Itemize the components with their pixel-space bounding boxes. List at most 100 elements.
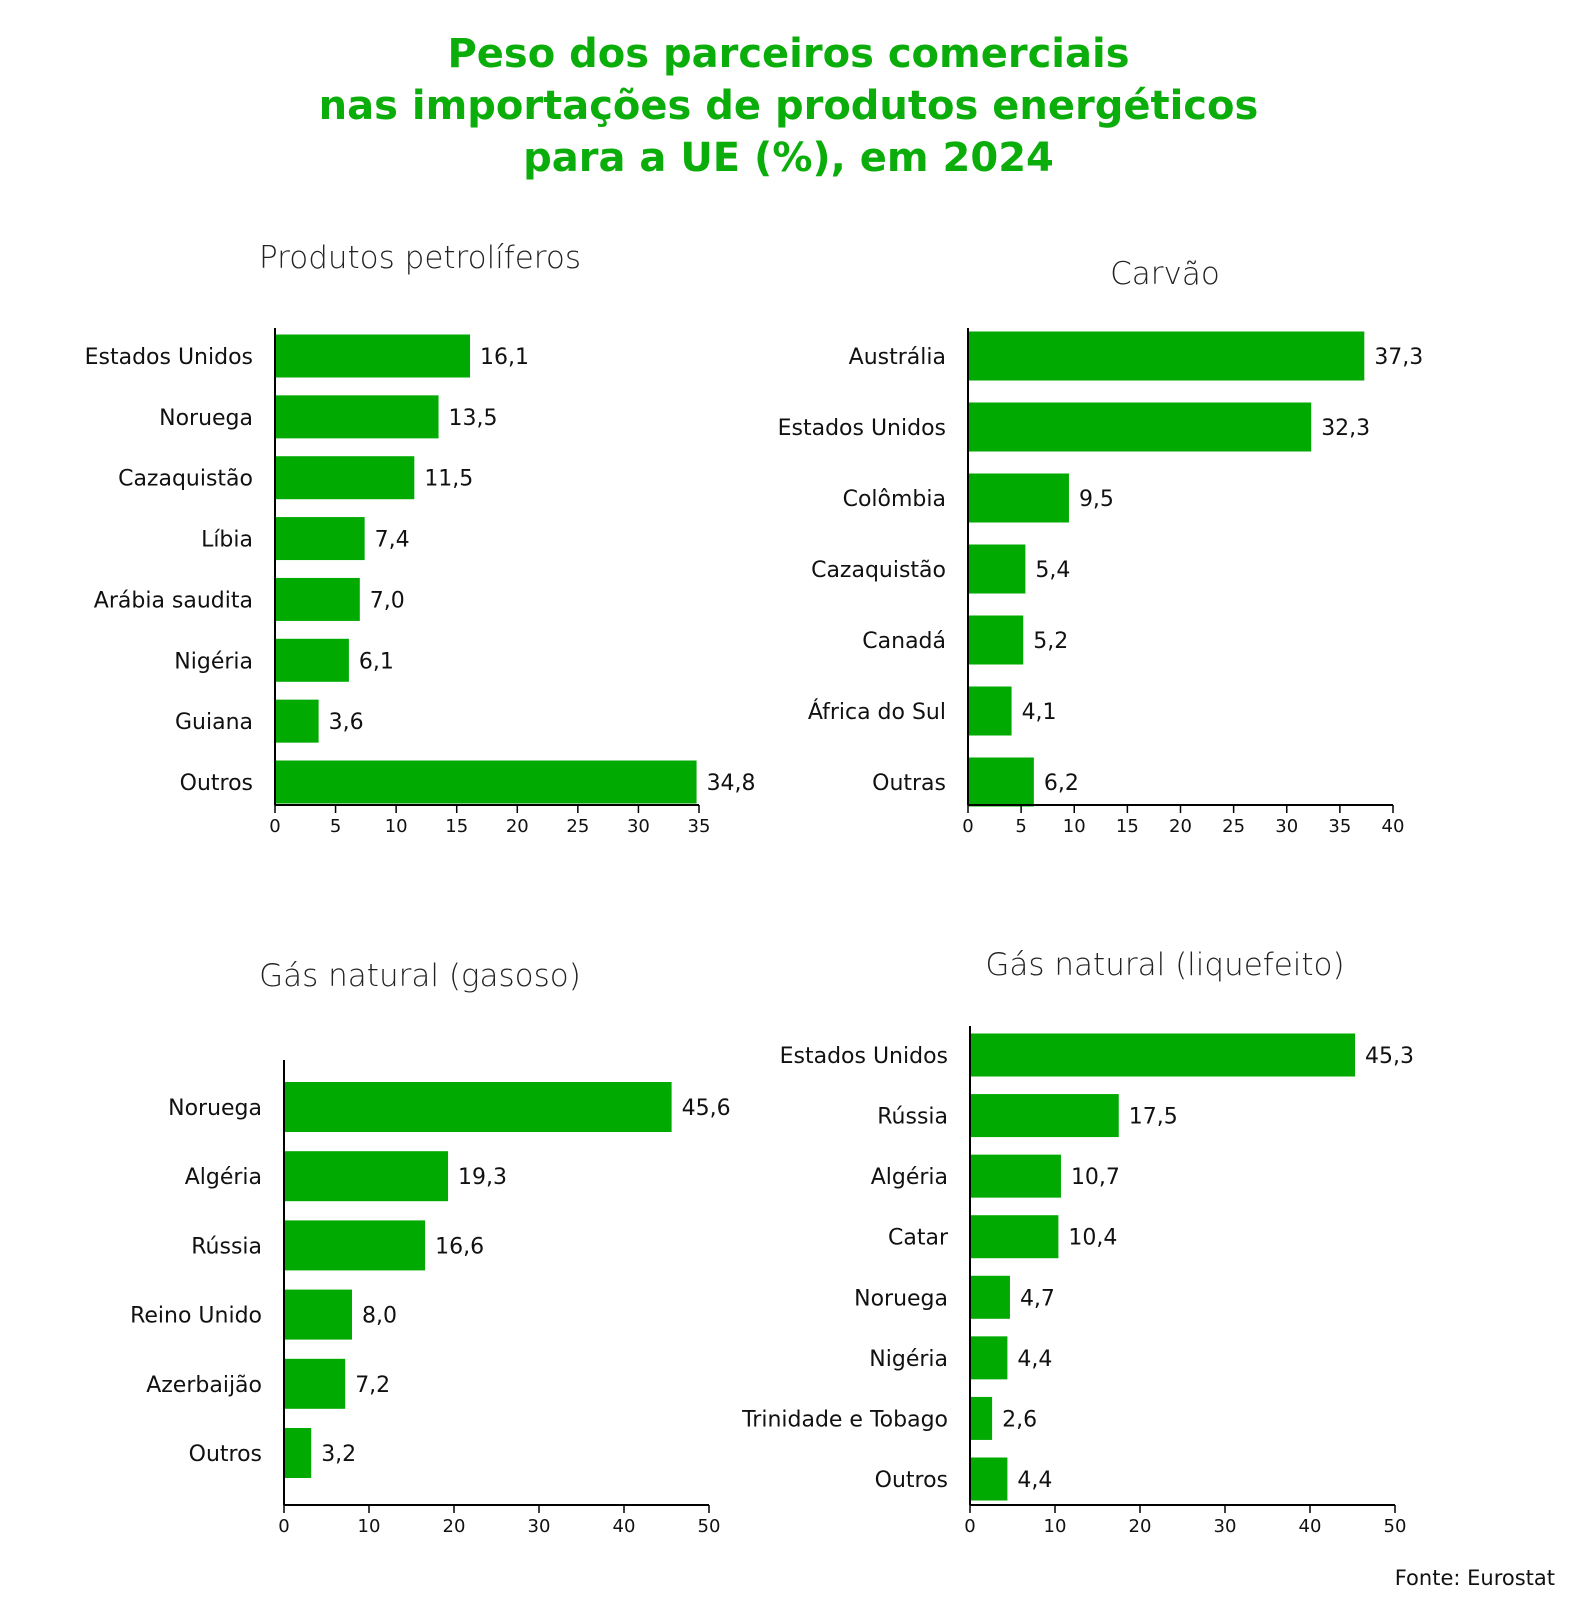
x-tick-label: 0 (964, 1516, 975, 1537)
bar (970, 1336, 1008, 1380)
chart-title: Gás natural (gasoso) (259, 958, 581, 994)
value-label: 4,1 (1022, 700, 1057, 725)
main-title-line-2: nas importações de produtos energéticos (318, 83, 1259, 129)
bar (968, 402, 1312, 452)
category-label: Catar (888, 1226, 949, 1251)
value-label: 4,4 (1017, 1468, 1052, 1493)
value-label: 34,8 (707, 771, 756, 796)
category-label: Nigéria (869, 1347, 948, 1372)
x-tick-label: 30 (1275, 816, 1298, 837)
value-label: 8,0 (362, 1304, 397, 1329)
value-label: 45,3 (1365, 1044, 1414, 1069)
chart-title: Carvão (1110, 256, 1220, 292)
x-tick-label: 40 (1382, 816, 1405, 837)
chart-title: Gás natural (liquefeito) (985, 947, 1344, 983)
value-label: 45,6 (682, 1096, 731, 1121)
value-label: 16,6 (435, 1234, 484, 1259)
x-tick-label: 5 (1015, 816, 1026, 837)
category-label: Noruega (854, 1286, 948, 1311)
x-tick-label: 25 (1222, 816, 1245, 837)
bar (284, 1358, 346, 1409)
bar (970, 1154, 1061, 1198)
bar (275, 760, 697, 804)
x-tick-label: 20 (1129, 1516, 1152, 1537)
value-label: 17,5 (1129, 1105, 1178, 1130)
bar (275, 638, 349, 682)
value-label: 7,4 (375, 528, 410, 553)
bar (970, 1094, 1119, 1138)
value-label: 6,1 (359, 649, 394, 674)
value-label: 5,2 (1033, 629, 1068, 654)
bar (275, 456, 415, 500)
value-label: 4,4 (1017, 1347, 1052, 1372)
bar (970, 1457, 1008, 1501)
x-tick-label: 50 (1384, 1516, 1407, 1537)
category-label: Outros (180, 771, 253, 796)
x-tick-label: 35 (1328, 816, 1351, 837)
category-label: Canadá (862, 629, 946, 654)
value-label: 5,4 (1035, 558, 1070, 583)
value-label: 4,7 (1020, 1286, 1055, 1311)
value-label: 7,2 (355, 1373, 390, 1398)
bar (284, 1220, 426, 1271)
x-tick-label: 0 (962, 816, 973, 837)
category-label: Outros (875, 1468, 948, 1493)
x-tick-label: 5 (330, 816, 341, 837)
source-note: Fonte: Eurostat (1394, 1566, 1555, 1590)
x-tick-label: 50 (698, 1516, 721, 1537)
bar (968, 473, 1069, 523)
x-tick-label: 35 (688, 816, 711, 837)
value-label: 10,7 (1071, 1165, 1120, 1190)
value-label: 32,3 (1321, 416, 1370, 441)
value-label: 2,6 (1002, 1407, 1037, 1432)
category-label: Estados Unidos (778, 416, 946, 441)
bar (970, 1215, 1059, 1259)
x-tick-label: 20 (1169, 816, 1192, 837)
category-label: Arábia saudita (94, 588, 253, 613)
x-tick-label: 40 (1299, 1516, 1322, 1537)
bar (275, 395, 439, 439)
x-tick-label: 30 (627, 816, 650, 837)
value-label: 3,2 (321, 1442, 356, 1467)
bar (970, 1275, 1010, 1319)
category-label: Rússia (191, 1234, 262, 1259)
x-tick-label: 25 (566, 816, 589, 837)
category-label: Estados Unidos (780, 1044, 948, 1069)
bar (275, 699, 319, 743)
category-label: Reino Unido (130, 1304, 262, 1329)
bar (284, 1428, 312, 1478)
x-tick-label: 20 (506, 816, 529, 837)
bar (275, 517, 365, 561)
category-label: Azerbaijão (146, 1373, 262, 1398)
value-label: 19,3 (458, 1165, 507, 1190)
value-label: 37,3 (1374, 345, 1423, 370)
x-tick-label: 10 (385, 816, 408, 837)
category-label: Noruega (159, 406, 253, 431)
x-tick-label: 10 (1063, 816, 1086, 837)
x-tick-label: 10 (1044, 1516, 1067, 1537)
value-label: 16,1 (480, 345, 529, 370)
x-tick-label: 0 (269, 816, 280, 837)
category-label: Outros (189, 1442, 262, 1467)
main-title: Peso dos parceiros comerciais nas import… (0, 28, 1577, 184)
category-label: Algéria (185, 1165, 262, 1190)
bar (968, 757, 1034, 807)
bar (970, 1396, 993, 1440)
value-label: 7,0 (370, 588, 405, 613)
category-label: Rússia (877, 1105, 948, 1130)
category-label: Líbia (201, 528, 253, 553)
category-label: Cazaquistão (118, 467, 253, 492)
category-label: Guiana (175, 710, 253, 735)
x-tick-label: 15 (445, 816, 468, 837)
category-label: Noruega (168, 1096, 262, 1121)
value-label: 10,4 (1068, 1226, 1117, 1251)
x-tick-label: 15 (1116, 816, 1139, 837)
bar (275, 577, 360, 621)
value-label: 6,2 (1044, 771, 1079, 796)
x-tick-label: 0 (278, 1516, 289, 1537)
bar (284, 1082, 672, 1132)
category-label: Cazaquistão (811, 558, 946, 583)
category-label: Outras (872, 771, 946, 796)
category-label: Austrália (849, 345, 946, 370)
